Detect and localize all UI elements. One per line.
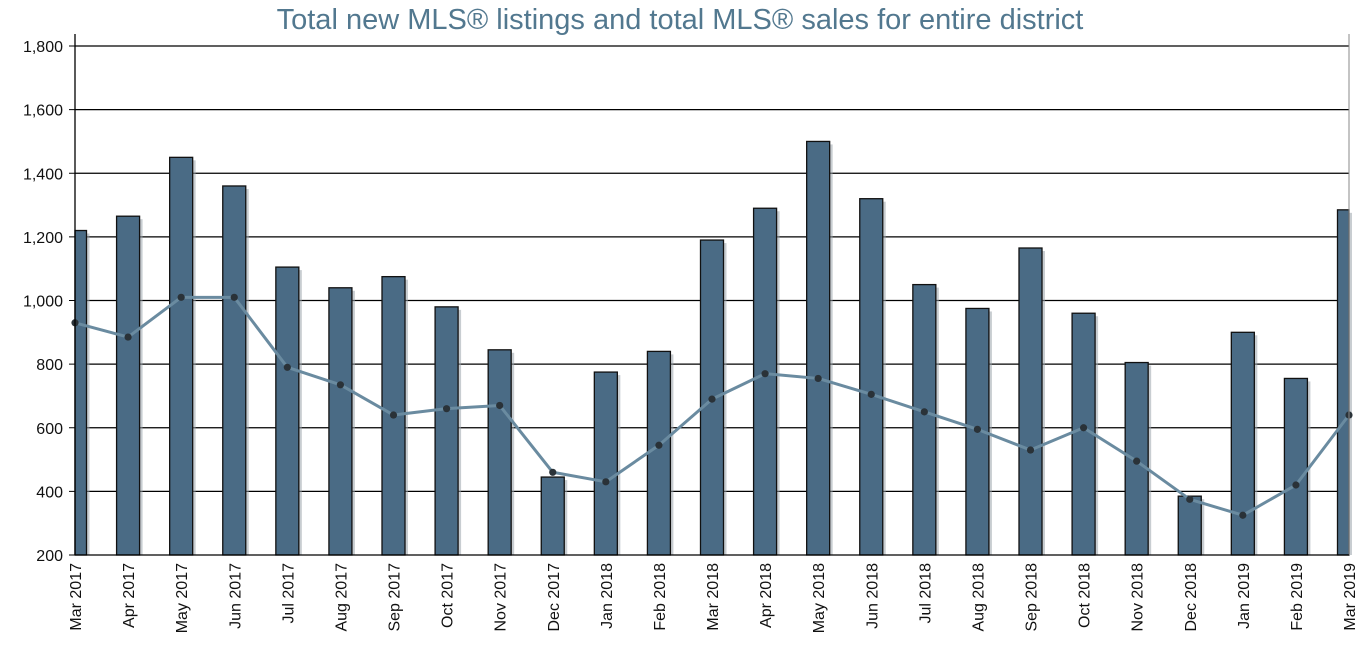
y-tick-label: 1,800	[23, 39, 63, 56]
bar	[646, 350, 672, 556]
sales-point	[124, 333, 132, 341]
bar	[115, 215, 141, 556]
sales-point	[920, 408, 928, 416]
sales-point	[177, 293, 185, 301]
bar	[222, 185, 247, 556]
x-tick-label: May 2018	[811, 563, 828, 633]
bar-layer	[74, 140, 1352, 556]
sales-point	[867, 390, 875, 398]
x-tick-label: Mar 2019	[1342, 563, 1359, 631]
y-tick-label: 1,200	[23, 230, 63, 247]
x-tick-label: Jan 2019	[1236, 563, 1253, 629]
sales-point	[496, 401, 504, 410]
bar	[859, 198, 884, 556]
x-tick-label: Jan 2018	[599, 563, 616, 629]
x-tick-label: Jun 2017	[227, 563, 244, 629]
bar	[1283, 377, 1309, 556]
x-tick-label: Feb 2018	[652, 563, 669, 631]
bar	[1018, 247, 1043, 556]
sales-point	[336, 381, 345, 389]
x-tick-label: Aug 2017	[333, 563, 350, 632]
y-tick-label: 600	[36, 421, 63, 438]
bar	[1230, 331, 1255, 556]
line-layer	[71, 293, 1353, 519]
x-tick-label: May 2017	[174, 563, 191, 633]
x-tick-label: Jul 2017	[280, 563, 297, 624]
sales-point	[1186, 495, 1194, 503]
sales-point	[230, 293, 238, 301]
bar	[169, 156, 194, 556]
y-tick-label: 400	[36, 484, 63, 501]
sales-point	[602, 478, 610, 486]
sales-point	[1133, 457, 1141, 465]
bar	[328, 287, 353, 556]
sales-point	[655, 441, 663, 449]
bar	[752, 207, 778, 556]
x-tick-label: Oct 2017	[440, 563, 457, 628]
x-tick-label: Sep 2018	[1024, 563, 1041, 632]
bar	[593, 371, 618, 556]
sales-point	[549, 468, 557, 476]
x-tick-label: Nov 2018	[1130, 563, 1147, 632]
bar	[912, 283, 937, 556]
bar	[434, 306, 459, 556]
sales-point	[708, 395, 716, 403]
y-tick-label: 1,000	[23, 294, 63, 311]
sales-point	[761, 370, 769, 378]
x-tick-label: Apr 2017	[121, 563, 138, 628]
axis-layer: 200 400 600 800 1,000 1,200 1,400 1,600 1,800 Mar…	[23, 34, 1359, 633]
sales-point	[283, 363, 291, 371]
bar	[74, 229, 88, 556]
y-tick-label: 800	[36, 357, 63, 374]
sales-point	[973, 425, 982, 433]
bar	[275, 266, 300, 556]
bar	[806, 140, 831, 556]
y-tick-label: 1,400	[23, 166, 63, 183]
y-tick-label: 200	[36, 548, 63, 565]
y-tick-label: 1,600	[23, 103, 63, 120]
bar	[1336, 209, 1350, 556]
x-tick-label: Sep 2017	[387, 563, 404, 632]
sales-point	[442, 405, 451, 413]
sales-point	[1079, 424, 1088, 432]
x-tick-label: Oct 2018	[1077, 563, 1094, 628]
sales-point	[1239, 511, 1247, 519]
bar	[487, 349, 512, 556]
x-tick-label: Jun 2018	[864, 563, 881, 629]
x-tick-label: Dec 2018	[1183, 563, 1200, 632]
x-tick-label: Dec 2017	[546, 563, 563, 632]
x-tick-label: Nov 2017	[493, 563, 510, 632]
x-tick-label: Apr 2018	[758, 563, 775, 628]
sales-point	[389, 411, 398, 419]
sales-point	[814, 374, 822, 383]
bar	[1177, 495, 1202, 556]
sales-point	[1026, 446, 1035, 454]
x-tick-label: Mar 2017	[68, 563, 85, 631]
chart-title: Total new MLS® listings and total MLS® s…	[276, 4, 1084, 36]
x-tick-label: Jul 2018	[917, 563, 934, 624]
sales-point	[1292, 481, 1300, 489]
x-tick-label: Feb 2019	[1289, 563, 1306, 631]
x-tick-label: Mar 2018	[705, 563, 722, 631]
bar	[540, 476, 565, 556]
x-tick-label: Aug 2018	[970, 563, 987, 632]
